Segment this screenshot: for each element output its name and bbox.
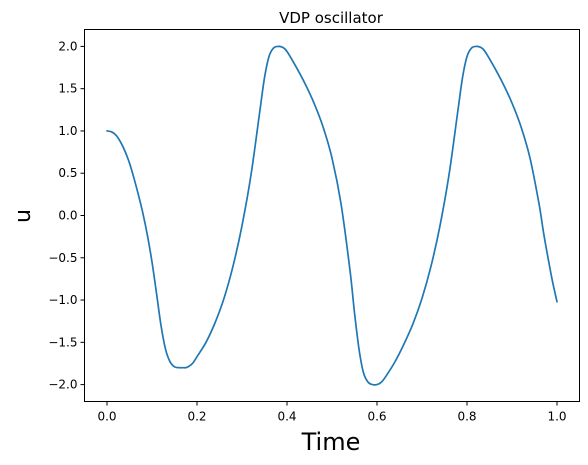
- x-tick-label: 1.0: [547, 410, 566, 424]
- y-axis-title: u: [11, 209, 36, 223]
- x-tick-label: 0.2: [187, 410, 206, 424]
- series-line: [106, 45, 558, 386]
- x-tick-label: 0.8: [457, 410, 476, 424]
- x-tick-label: 0.4: [277, 410, 296, 424]
- x-tick-label: 0.6: [367, 410, 386, 424]
- series-layer: [106, 45, 558, 386]
- x-axis: 0.0 0.2 0.4 0.6 0.8 1.0: [97, 401, 567, 424]
- y-tick-label: 0.0: [58, 209, 77, 223]
- y-tick-label: 0.5: [58, 166, 77, 180]
- y-tick-label: −2.0: [48, 378, 77, 392]
- x-axis-title: Time: [301, 428, 361, 456]
- y-tick-label: 2.0: [58, 39, 77, 53]
- y-tick-label: 1.0: [58, 124, 77, 138]
- chart-title: VDP oscillator: [279, 9, 384, 27]
- y-tick-label: −1.5: [48, 335, 77, 349]
- x-tick-label: 0.0: [97, 410, 116, 424]
- y-tick-label: −1.0: [48, 293, 77, 307]
- plot-area-frame: [84, 29, 580, 402]
- y-tick-label: −0.5: [48, 251, 77, 265]
- y-axis: −2.0 −1.5 −1.0 −0.5 0.0 0.5 1.0 1.5 2.0: [48, 39, 85, 392]
- y-tick-label: 1.5: [58, 82, 77, 96]
